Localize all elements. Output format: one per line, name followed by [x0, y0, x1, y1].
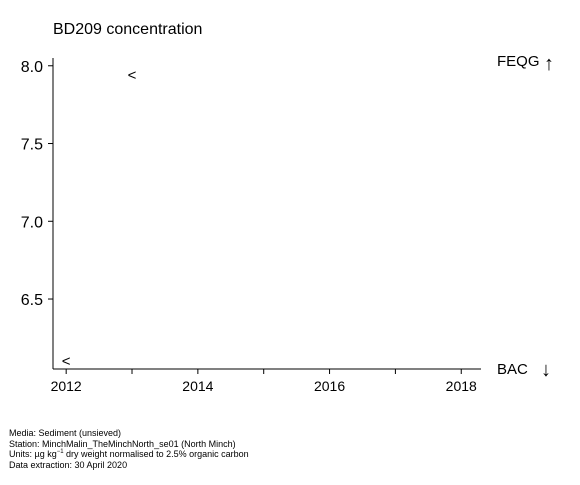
- data-point: <: [128, 67, 137, 84]
- data-point: <: [62, 353, 71, 370]
- footer-media: Media: Sediment (unsieved): [9, 428, 122, 438]
- x-tick-label: 2012: [51, 378, 82, 394]
- y-tick-label: 8.0: [21, 59, 43, 76]
- feqg-label: FEQG: [497, 53, 540, 70]
- data-points: <<: [62, 67, 137, 370]
- reference-labels: FEQG ↑ BAC ↓: [497, 53, 554, 381]
- feqg-arrow: ↑: [544, 53, 554, 75]
- bac-arrow: ↓: [541, 359, 551, 381]
- footer-units-suffix: dry weight normalised to 2.5% organic ca…: [63, 449, 249, 459]
- bac-label: BAC: [497, 361, 528, 378]
- x-tick-label: 2018: [446, 378, 477, 394]
- chart-title: BD209 concentration: [53, 21, 202, 38]
- y-tick-label: 6.5: [21, 292, 43, 309]
- x-tick-label: 2016: [314, 378, 345, 394]
- footer-station: Station: MinchMalin_TheMinchNorth_se01 (…: [9, 438, 236, 449]
- footer-units-sup: −1: [56, 449, 64, 455]
- footer-extraction: Data extraction: 30 April 2020: [9, 459, 128, 470]
- footer-units: Units: µg kg−1 dry weight normalised to …: [9, 449, 249, 460]
- axes: 6.5 7.0 7.5 8.0 2012 2014 2016 2018: [21, 58, 481, 394]
- footer-units-prefix: Units: µg kg: [9, 449, 57, 459]
- y-tick-label: 7.0: [21, 214, 43, 231]
- chart-footer: Media: Sediment (unsieved) Station: Minc…: [9, 428, 249, 470]
- x-tick-label: 2014: [182, 378, 213, 394]
- y-tick-label: 7.5: [21, 137, 43, 154]
